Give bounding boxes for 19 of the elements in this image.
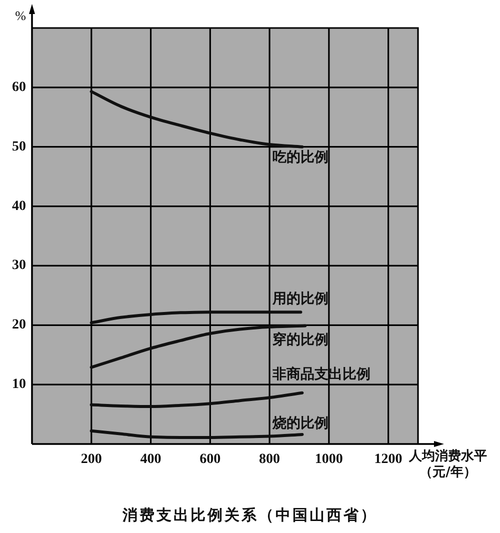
y-tick-label: 10 [12, 377, 26, 392]
y-tick-label: 40 [12, 198, 26, 214]
x-tick-label: 600 [200, 452, 221, 467]
series-label: 用的比例 [272, 291, 329, 308]
x-axis-title: 人均消费水平（元/年） [408, 449, 488, 481]
x-tick-label: 400 [140, 452, 162, 467]
x-tick-label: 800 [259, 452, 280, 467]
y-tick-label: 60 [12, 80, 26, 95]
y-tick-label: 20 [12, 318, 26, 333]
x-tick-label: 1200 [374, 452, 402, 467]
series-label: 烧的比例 [272, 415, 329, 432]
series-label: 吃的比例 [272, 149, 329, 166]
text: 消费支出比例关系（中国山西省） [122, 506, 378, 524]
x-tick-label: 1000 [314, 452, 343, 467]
y-tick-label: 50 [12, 139, 26, 154]
series-label: 穿的比例 [272, 330, 329, 348]
x-tick-label: 200 [80, 452, 102, 467]
y-tick-label: 30 [12, 258, 26, 274]
y-axis-title: % [15, 8, 26, 23]
